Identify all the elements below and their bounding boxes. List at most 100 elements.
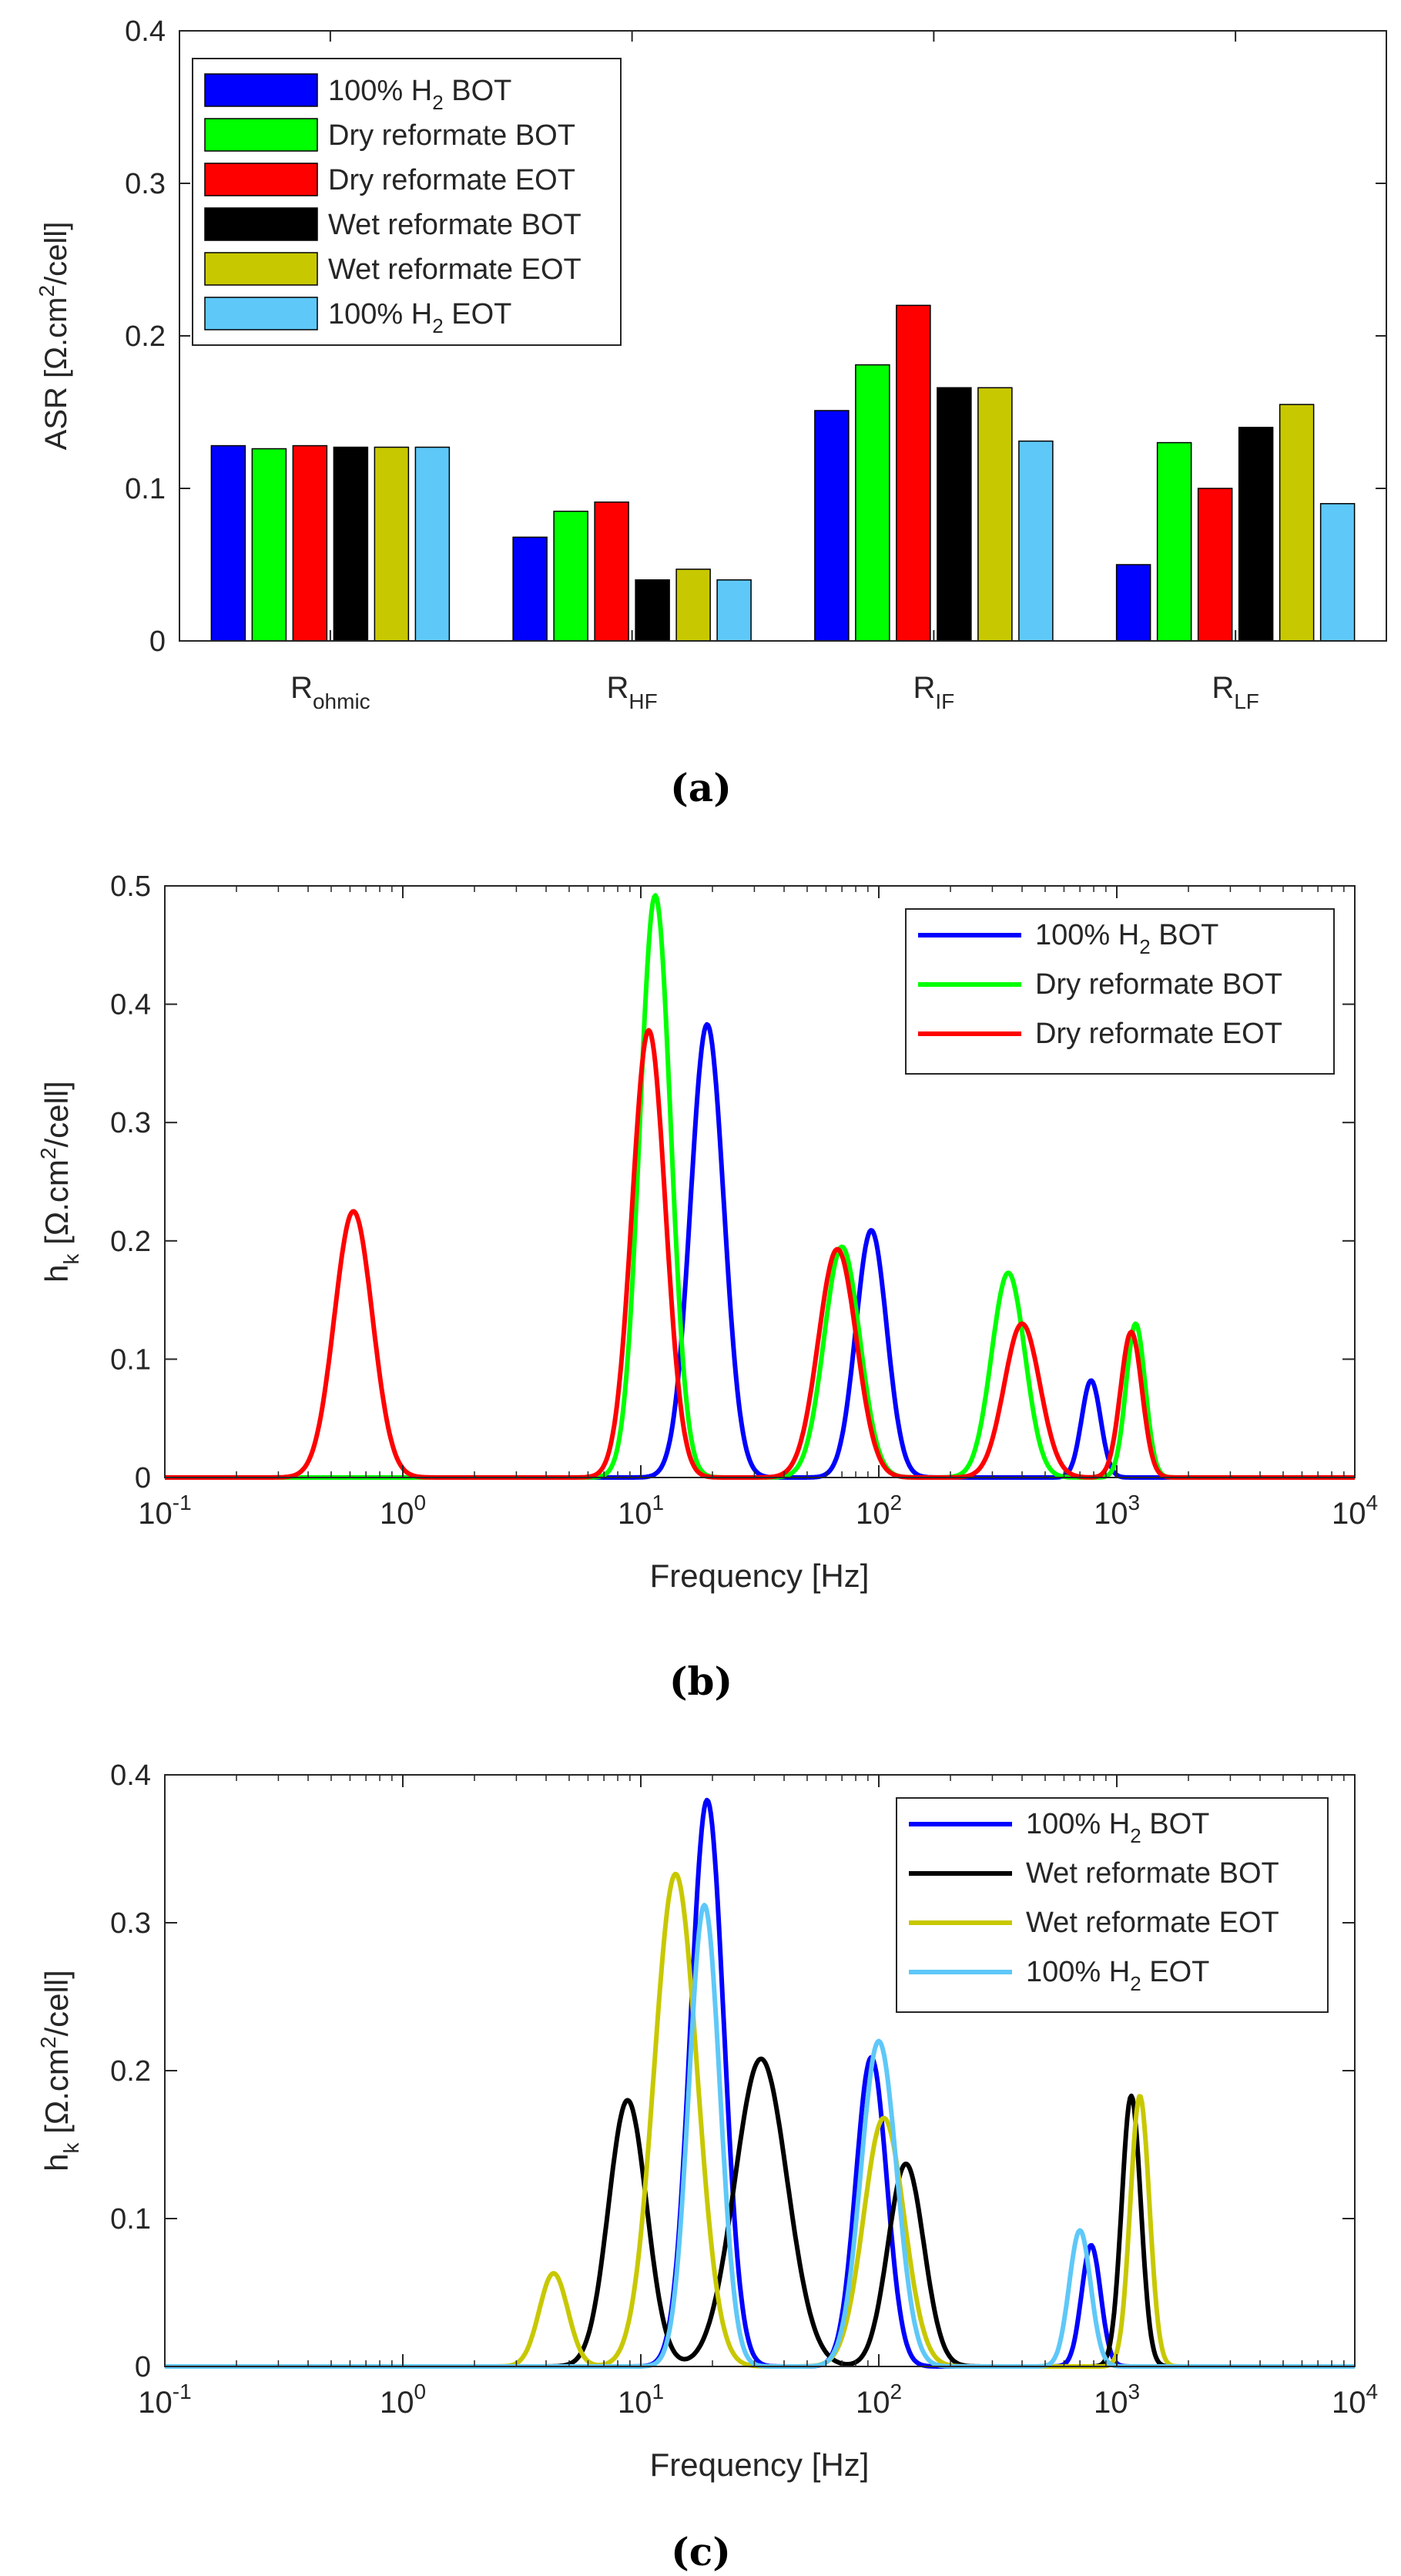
- legend-swatch-dry_eot: [204, 163, 318, 196]
- legend-label-main: 100% H: [328, 298, 432, 330]
- x-tick-label-exp: 2: [890, 2380, 902, 2403]
- legend-label-main: Dry reformate EOT: [328, 164, 575, 196]
- x-tick-label-sub: IF: [935, 689, 954, 713]
- x-tick-label-sub: LF: [1234, 689, 1259, 713]
- bar-dry_eot-r-ohmic: [292, 444, 328, 642]
- x-tick-label-base: 10: [856, 1497, 890, 1531]
- x-tick-label: 100: [380, 1491, 426, 1531]
- legend-label-h2_bot: 100% H2 BOT: [328, 75, 511, 114]
- legend-label-h2_bot: 100% H2 BOT: [1035, 919, 1218, 958]
- y-tick-label: 0: [135, 2351, 151, 2383]
- legend-label-h2_eot: 100% H2 EOT: [1026, 1956, 1209, 1995]
- legend-swatch-h2_eot: [204, 297, 318, 330]
- x-tick-label-base: 10: [1332, 1497, 1366, 1531]
- x-tick-label: 104: [1332, 1491, 1378, 1531]
- x-tick-label-main: R: [290, 671, 313, 705]
- legend-swatch-wet_bot: [204, 207, 318, 241]
- bar-wet_bot-r-lf: [1238, 427, 1274, 642]
- legend-label-dry_eot: Dry reformate EOT: [1035, 1018, 1282, 1050]
- y-tick-label: 0.3: [110, 1107, 151, 1139]
- legend-label-sub: 2: [432, 314, 443, 337]
- legend-label-tail: EOT: [1141, 1956, 1210, 1988]
- bar-h2_eot-r-if: [1018, 440, 1054, 642]
- x-tick-label-exp: 1: [652, 1491, 664, 1514]
- panel-c-caption: (c): [671, 2529, 731, 2574]
- x-tick-label: 100: [380, 2380, 426, 2420]
- x-tick-label-main: R: [607, 671, 629, 705]
- panel-c-y-axis-label: hk [Ω.cm2/cell]: [36, 1970, 83, 2172]
- legend-label-sub: 2: [1130, 1972, 1141, 1995]
- y-tick-label: 0.1: [110, 2203, 151, 2236]
- x-tick-label-exp: -1: [173, 2380, 192, 2403]
- legend-swatch-dry_bot: [204, 118, 318, 152]
- legend-label-main: Wet reformate EOT: [328, 253, 582, 286]
- bar-h2_eot-r-lf: [1319, 503, 1356, 642]
- legend-label-h2_bot: 100% H2 BOT: [1026, 1808, 1209, 1847]
- x-tick-label: 103: [1094, 1491, 1140, 1531]
- legend-box: [896, 1797, 1329, 2013]
- legend-label-sub: 2: [432, 91, 443, 114]
- bar-wet_bot-r-ohmic: [333, 446, 369, 642]
- bar-h2_eot-r-ohmic: [414, 446, 451, 642]
- x-tick-label: 101: [618, 1491, 664, 1531]
- y-tick-label: 0.1: [110, 1343, 151, 1376]
- legend-label-tail: BOT: [1141, 1808, 1210, 1840]
- panel-c-x-axis-label: Frequency [Hz]: [650, 2447, 870, 2483]
- legend-label-sub: 2: [1139, 935, 1150, 958]
- legend-swatch-wet_eot: [204, 252, 318, 286]
- legend-label-tail: BOT: [1151, 919, 1219, 951]
- legend-label-h2_eot: 100% H2 EOT: [328, 298, 511, 337]
- legend-label-main: 100% H: [1026, 1808, 1130, 1840]
- y-tick-label: 0.3: [125, 168, 166, 200]
- bar-wet_eot-r-ohmic: [374, 446, 410, 642]
- legend-label-main: 100% H: [1035, 919, 1139, 951]
- bar-dry_bot-r-hf: [553, 510, 588, 642]
- x-tick-label-exp: 1: [652, 2380, 664, 2403]
- x-tick-label: 102: [856, 1491, 902, 1531]
- y-tick-label: 0.4: [110, 989, 151, 1021]
- legend-label-tail: BOT: [444, 75, 512, 107]
- bar-h2_eot-r-hf: [716, 579, 752, 642]
- x-tick-label-exp: 0: [414, 1491, 426, 1514]
- panel-b-legend: 100% H2 BOT Dry reformate BOT Dry reformat…: [905, 908, 1335, 1075]
- legend-label-main: Wet reformate BOT: [328, 209, 582, 241]
- legend-label-main: Dry reformate BOT: [1035, 968, 1282, 1001]
- x-tick-label-exp: 4: [1366, 1491, 1378, 1514]
- bar-h2_bot-r-ohmic: [210, 444, 246, 642]
- legend-label-main: Wet reformate BOT: [1026, 1857, 1279, 1890]
- x-tick-label: 102: [856, 2380, 902, 2420]
- x-tick-label-base: 10: [138, 1497, 173, 1531]
- legend-label-tail: EOT: [444, 298, 512, 330]
- y-tick-label: 0: [149, 626, 166, 658]
- y-tick-label: 0.3: [110, 1907, 151, 1940]
- bar-wet_bot-r-if: [937, 387, 972, 642]
- legend-label-main: Dry reformate EOT: [1035, 1018, 1282, 1050]
- y-tick-label: 0.5: [110, 870, 151, 903]
- bar-dry_eot-r-hf: [594, 501, 629, 642]
- x-tick-label-base: 10: [1094, 1497, 1128, 1531]
- bar-wet_eot-r-if: [977, 387, 1013, 642]
- x-tick-label: 103: [1094, 2380, 1140, 2420]
- x-tick-label-r-ohmic: Rohmic: [290, 671, 370, 713]
- panel-a-y-axis-label: ASR [Ω.cm2/cell]: [35, 222, 73, 451]
- x-tick-label-base: 10: [618, 2386, 652, 2420]
- bar-dry_bot-r-lf: [1156, 441, 1192, 642]
- panel-b-y-axis-label: hk [Ω.cm2/cell]: [36, 1081, 83, 1283]
- y-tick-label: 0.4: [125, 15, 166, 48]
- x-tick-label-base: 10: [856, 2386, 890, 2420]
- x-tick-label-exp: 0: [414, 2380, 426, 2403]
- panel-b-axes-box: [164, 885, 1356, 1478]
- bar-dry_bot-r-ohmic: [251, 448, 287, 642]
- y-tick-label: 0.2: [125, 320, 166, 353]
- y-tick-label: 0.4: [110, 1759, 151, 1792]
- x-tick-label-base: 10: [618, 1497, 652, 1531]
- x-tick-label-base: 10: [1332, 2386, 1366, 2420]
